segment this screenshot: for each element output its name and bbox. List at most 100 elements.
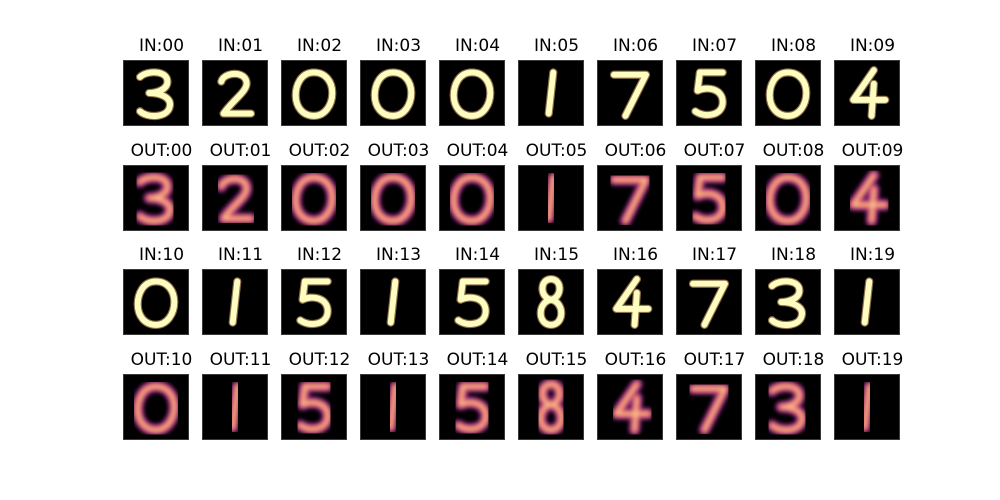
reconstructed-digit-image [439,165,505,231]
panel-title: IN:06 [612,36,659,56]
panel-in-12: IN:12 [280,243,359,343]
panel-title: IN:04 [454,36,501,56]
digit-0-glyph [133,277,179,329]
panel-in-16: IN:16 [596,243,675,343]
panel-in-07: IN:07 [675,34,754,134]
panel-title: OUT:07 [683,141,746,161]
panel-title: OUT:16 [604,350,667,370]
panel-title: IN:16 [612,245,659,265]
input-digit-image [597,269,663,335]
input-digit-image [439,60,505,126]
panel-out-04: OUT:04 [438,139,517,239]
panel-out-02: OUT:02 [280,139,359,239]
input-digit-image [518,269,584,335]
digit-3-glyph [766,380,808,436]
digit-2-glyph [215,173,257,225]
panel-title: OUT:00 [130,141,193,161]
panel-title: IN:00 [138,36,185,56]
digit-0-glyph [765,68,811,120]
reconstructed-digit-image [360,165,426,231]
input-digit-image [281,269,347,335]
panel-out-13: OUT:13 [359,348,438,448]
reconstructed-digit-image [518,165,584,231]
panel-in-04: IN:04 [438,34,517,134]
reconstructed-digit-image [676,374,742,440]
digit-0-glyph [449,68,495,120]
input-digit-image [676,269,742,335]
digit-5-glyph [691,68,727,120]
panel-title: OUT:02 [288,141,351,161]
panel-title: OUT:10 [130,350,193,370]
panel-title: IN:13 [375,245,422,265]
input-digit-image [202,60,268,126]
reconstructed-digit-image [281,374,347,440]
digit-4-glyph [849,66,890,120]
panel-title: IN:19 [849,245,896,265]
panel-out-03: OUT:03 [359,139,438,239]
panel-title: OUT:12 [288,350,351,370]
panel-out-09: OUT:09 [833,139,912,239]
input-digit-image [360,60,426,126]
panel-title: IN:11 [217,245,264,265]
reconstructed-digit-image [202,165,268,231]
panel-title: IN:05 [533,36,580,56]
reconstructed-digit-image [676,165,742,231]
panel-title: IN:17 [691,245,738,265]
panel-out-08: OUT:08 [754,139,833,239]
panel-in-11: IN:11 [201,243,280,343]
panel-out-01: OUT:01 [201,139,280,239]
digit-7-glyph [608,174,652,227]
panel-out-16: OUT:16 [596,348,675,448]
input-digit-image [755,269,821,335]
panel-title: OUT:03 [367,141,430,161]
panel-in-10: IN:10 [122,243,201,343]
reconstructed-digit-image [834,165,900,231]
panel-in-05: IN:05 [517,34,596,134]
reconstructed-digit-image [281,165,347,231]
panel-title: IN:02 [296,36,343,56]
panel-title: OUT:09 [841,141,904,161]
panel-out-14: OUT:14 [438,348,517,448]
panel-title: OUT:06 [604,141,667,161]
panel-in-02: IN:02 [280,34,359,134]
panel-title: OUT:04 [446,141,509,161]
digit-0-glyph [370,68,416,120]
panel-in-06: IN:06 [596,34,675,134]
input-digit-image [281,60,347,126]
panel-out-06: OUT:06 [596,139,675,239]
digit-7-glyph [609,70,651,120]
panel-out-00: OUT:00 [122,139,201,239]
reconstructed-digit-image [123,165,189,231]
digit-0-glyph [764,171,812,227]
digit-0-glyph [132,380,180,436]
panel-title: IN:07 [691,36,738,56]
panel-title: IN:03 [375,36,422,56]
panel-in-14: IN:14 [438,243,517,343]
panel-title: IN:15 [533,245,580,265]
reconstructed-digit-image [597,165,663,231]
reconstructed-digit-image [202,374,268,440]
digit-5-glyph [294,380,334,435]
panel-in-13: IN:13 [359,243,438,343]
digit-3-glyph [767,277,807,329]
panel-out-05: OUT:05 [517,139,596,239]
digit-5-glyph [454,277,490,329]
panel-in-19: IN:19 [833,243,912,343]
digit-4-glyph [847,169,891,227]
panel-out-15: OUT:15 [517,348,596,448]
panel-title: OUT:08 [762,141,825,161]
panel-out-07: OUT:07 [675,139,754,239]
panel-in-00: IN:00 [122,34,201,134]
digit-8-glyph [536,275,566,329]
input-digit-image [834,269,900,335]
reconstructed-digit-image [518,374,584,440]
panel-out-19: OUT:19 [833,348,912,448]
digit-0-glyph [291,68,337,120]
digit-1-glyph [859,380,875,434]
digit-4-glyph [610,378,654,436]
panel-out-11: OUT:11 [201,348,280,448]
digit-8-glyph [535,378,567,436]
panel-title: IN:08 [770,36,817,56]
digit-5-glyph [452,380,492,435]
